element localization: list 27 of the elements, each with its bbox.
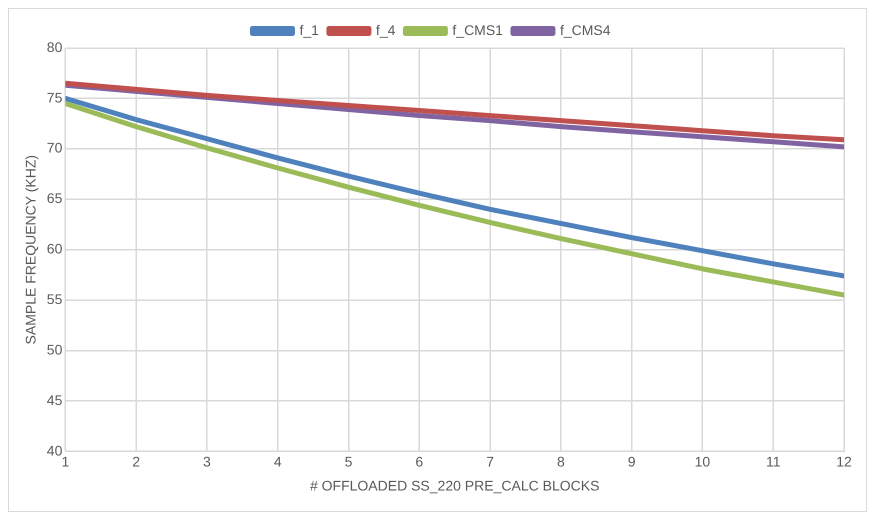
x-tick-label: 2 (132, 454, 140, 470)
legend-label: f_4 (376, 22, 396, 38)
x-tick-label: 12 (836, 454, 852, 470)
y-tick-label: 75 (46, 89, 63, 106)
y-tick-label: 55 (46, 290, 63, 307)
x-tick-label: 3 (203, 454, 212, 470)
x-tick-label: 4 (274, 454, 282, 470)
y-tick-label: 40 (46, 442, 63, 458)
y-axis-title: SAMPLE FREQUENCY (KHZ) (22, 154, 38, 344)
x-tick-label: 6 (415, 454, 424, 470)
x-tick-label: 1 (61, 454, 70, 470)
y-tick-label: 70 (46, 140, 63, 156)
legend-label: f_1 (299, 22, 320, 38)
x-tick-label: 5 (344, 454, 353, 470)
x-tick-label: 11 (766, 454, 781, 470)
legend-label: f_CMS1 (452, 22, 504, 38)
y-tick-label: 60 (46, 240, 63, 257)
x-tick-label: 9 (628, 454, 636, 470)
x-tick-label: 8 (556, 454, 565, 470)
y-tick-label: 65 (46, 190, 63, 206)
y-tick-label: 50 (46, 341, 63, 358)
y-tick-label: 45 (46, 392, 63, 408)
legend-label: f_CMS4 (560, 22, 611, 38)
x-tick-label: 10 (694, 454, 710, 470)
y-tick-label: 80 (46, 38, 63, 55)
x-axis-title: # OFFLOADED SS_220 PRE_CALC BLOCKS (310, 477, 600, 494)
x-tick-label: 7 (486, 454, 494, 470)
